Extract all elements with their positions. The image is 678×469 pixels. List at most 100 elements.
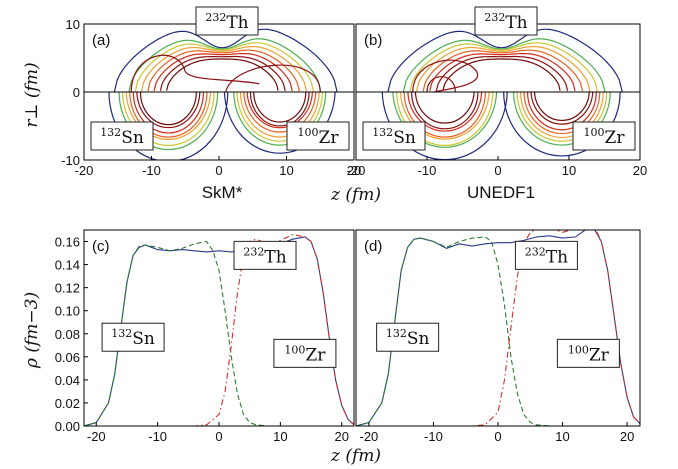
- subtitle: SkM*: [202, 183, 243, 202]
- label-zr-box: [556, 338, 620, 368]
- label-th: 232Th: [233, 240, 297, 270]
- contour-th-5: [153, 53, 293, 92]
- contour-sn-3: [399, 91, 490, 140]
- label-th-text: 232Th: [243, 245, 286, 267]
- label-th-text: 232Th: [525, 245, 568, 267]
- contour-swirl: [130, 54, 260, 93]
- contour-th-2: [409, 42, 598, 92]
- contour-th-7: [442, 58, 561, 91]
- contour-zr-1: [512, 91, 611, 146]
- contour-th-5: [429, 53, 576, 92]
- label-th: 232Th: [514, 240, 578, 270]
- nucleus-th-label-box: [474, 6, 538, 36]
- label-zr: 100Zr: [556, 338, 620, 368]
- nucleus-th-label-text: 232Th: [484, 11, 527, 33]
- x-axis-label-density: z (fm): [330, 446, 381, 466]
- nucleus-zr-label: 100Zr: [286, 121, 350, 151]
- x-tick-label: 10: [273, 429, 287, 444]
- y-axis-label-contour: r⊥ (fm): [22, 62, 42, 127]
- x-tick-label: -20: [360, 429, 379, 444]
- contour-sn-2: [122, 91, 215, 147]
- contour-zr-3: [239, 91, 320, 138]
- contour-sn-5: [132, 91, 205, 134]
- x-tick-label: 0: [215, 163, 222, 178]
- x-tick-label: 10: [562, 163, 576, 178]
- nucleus-th-label: 232Th: [195, 6, 259, 36]
- contour-zr-0: [223, 91, 336, 154]
- y-tick-label: 0.16: [55, 235, 80, 250]
- label-zr: 100Zr: [273, 338, 337, 368]
- label-sn-text: 132Sn: [386, 327, 430, 349]
- nucleus-zr-label-text: 100Zr: [584, 126, 626, 148]
- nucleus-sn-label: 132Sn: [90, 121, 154, 151]
- nucleus-zr-label: 100Zr: [572, 121, 636, 151]
- y-tick-label: 0.10: [55, 304, 80, 319]
- label-sn: 132Sn: [101, 322, 165, 352]
- x-tick-label: 0: [494, 163, 501, 178]
- panel-label: (b): [364, 32, 382, 49]
- nucleus-zr-label-box: [572, 121, 636, 151]
- x-tick-label: -10: [142, 163, 161, 178]
- contour-swirl-2: [225, 64, 321, 93]
- nucleus-sn-label-box: [362, 121, 426, 151]
- label-sn-box: [101, 322, 165, 352]
- contour-sn-1: [118, 91, 219, 151]
- contour-th-4: [422, 49, 584, 92]
- contour-sn-3: [125, 91, 212, 141]
- contour-th-4: [147, 49, 300, 92]
- contour-th-2: [134, 42, 315, 92]
- contour-zr-7: [253, 91, 307, 123]
- y-tick-label: 0.00: [55, 419, 80, 434]
- contour-th-0: [387, 28, 623, 93]
- contour-zr-4: [523, 91, 601, 135]
- x-tick-label: 0: [494, 429, 501, 444]
- nucleus-sn-label-text: 132Sn: [100, 126, 144, 148]
- nucleus-zr-label-text: 100Zr: [298, 126, 340, 148]
- nucleus-zr-label-box: [286, 121, 350, 151]
- contour-zr-5: [246, 91, 314, 129]
- x-axis-label-contour: z (fm): [330, 185, 381, 205]
- panel-c-density: -20 -10 0 10 20 0.00 0.02 0.04 0.06 0.08 0.10 0.12 0…: [55, 229, 355, 444]
- contour-swirl-2: [426, 76, 456, 93]
- contour-sn-4: [403, 91, 486, 138]
- label-zr-text: 100Zr: [284, 343, 326, 365]
- contour-zr-6: [249, 91, 310, 127]
- y-tick-label: -10: [61, 153, 80, 168]
- nucleus-sn-label: 132Sn: [362, 121, 426, 151]
- contour-zr-4: [243, 91, 317, 133]
- nucleus-sn-label-box: [90, 121, 154, 151]
- x-tick-label: 10: [555, 429, 569, 444]
- panel-label: (a): [92, 32, 110, 49]
- contour-sn-4: [129, 91, 208, 138]
- contour-th-6: [435, 55, 569, 91]
- contour-zr-0: [503, 91, 621, 157]
- label-sn-text: 132Sn: [111, 327, 155, 349]
- x-tick-label: 20: [334, 429, 348, 444]
- contour-zr-2: [516, 91, 608, 142]
- y-axis-label-density: ρ (fm−3): [22, 292, 42, 369]
- panel-b-contour: -20 -10 0 10 20 (b) 232Th 132Sn 100Zr UNEDF1: [347, 6, 647, 202]
- contour-sn-6: [136, 91, 201, 129]
- x-tick-label: -20: [75, 163, 94, 178]
- contour-swirl: [412, 59, 479, 93]
- contour-zr-1: [233, 91, 327, 146]
- x-tick-label: -10: [148, 429, 167, 444]
- y-tick-label: 0.02: [55, 396, 80, 411]
- label-sn-box: [376, 322, 440, 352]
- contour-th-3: [416, 46, 591, 92]
- y-tick-label: 0.12: [55, 281, 80, 296]
- y-tick-label: 0: [73, 85, 80, 100]
- contour-zr-3: [519, 91, 604, 139]
- contour-sn-5: [407, 91, 483, 132]
- subtitle: UNEDF1: [467, 183, 535, 202]
- contour-th-7: [166, 58, 279, 91]
- contour-sn-7: [139, 91, 197, 126]
- panel-d-density: -20 -10 0 10 20 (d) 232Th 132Sn 100Zr: [355, 229, 641, 444]
- panel-label: (c): [92, 238, 110, 255]
- label-zr-box: [273, 338, 337, 368]
- series-sn-line: [356, 236, 640, 426]
- x-tick-label: -20: [347, 163, 366, 178]
- contour-zr-2: [236, 91, 323, 142]
- contour-th-0: [113, 28, 338, 93]
